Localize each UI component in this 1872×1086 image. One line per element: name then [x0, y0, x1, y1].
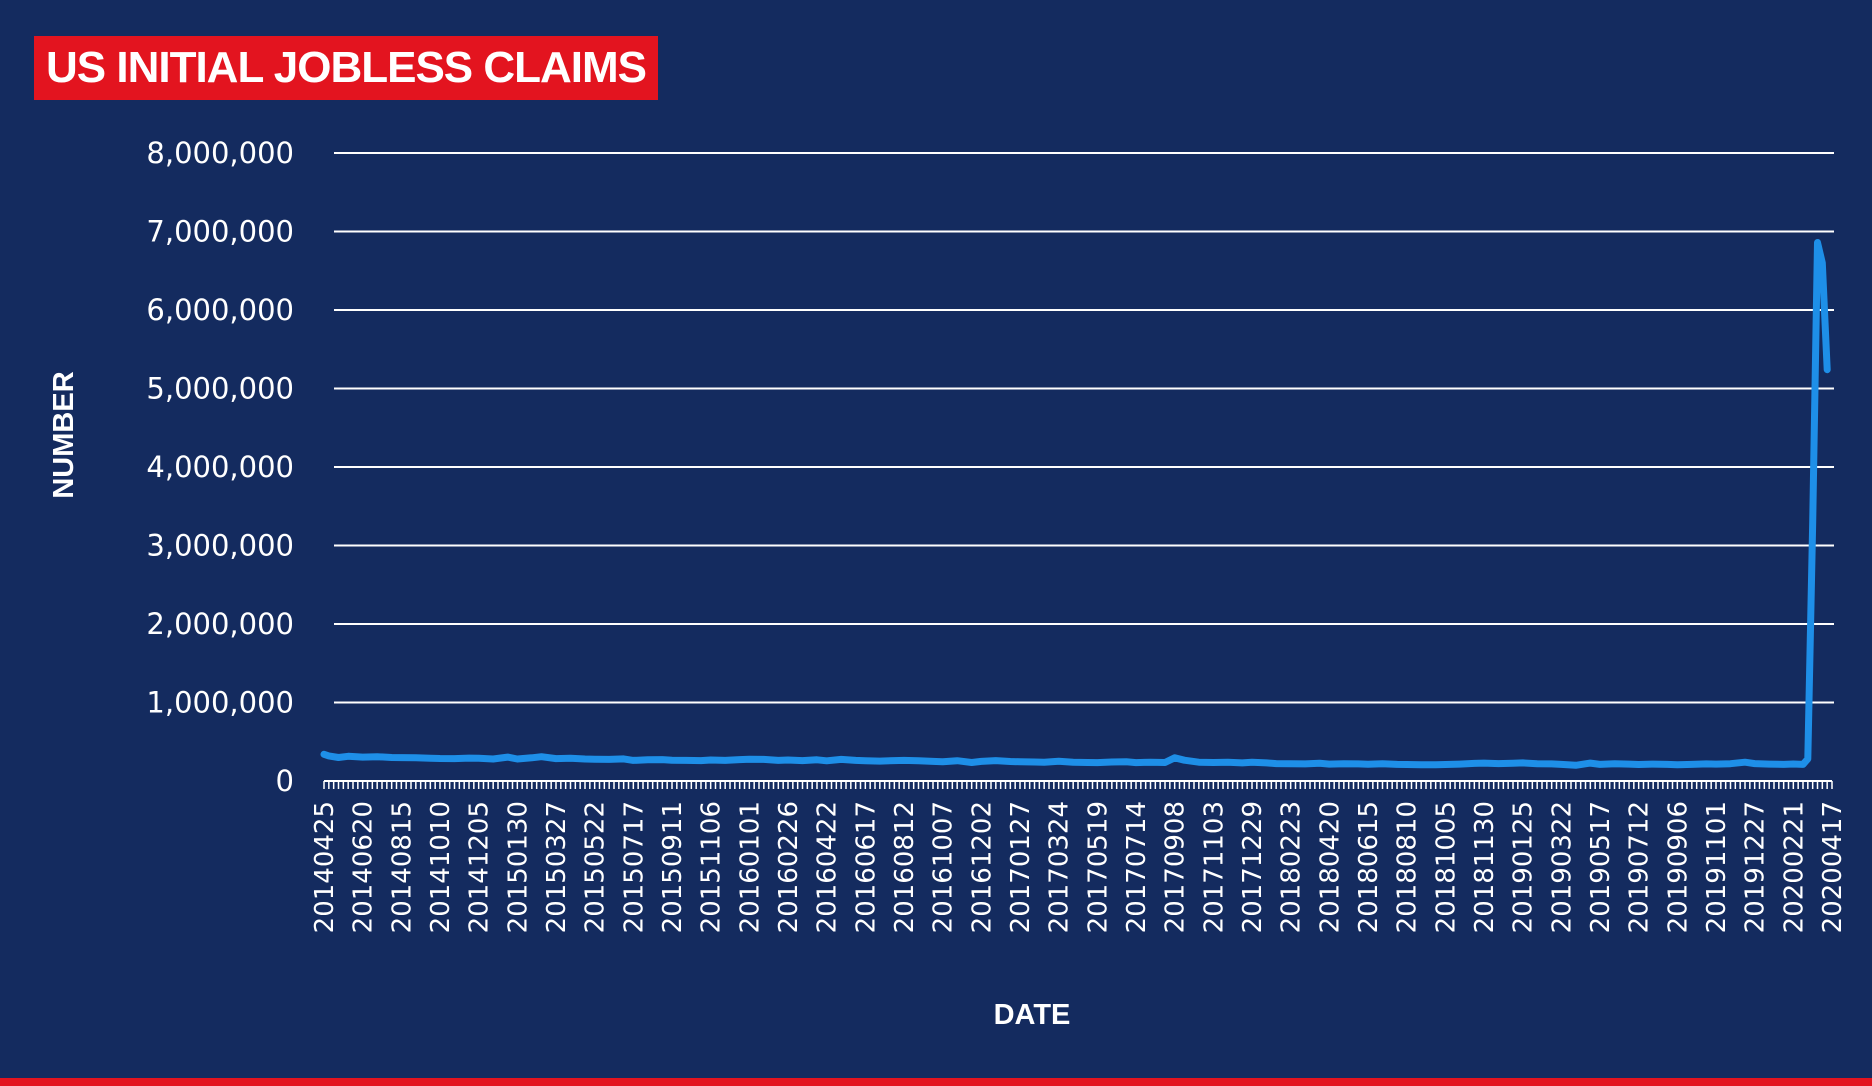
- x-tick-label: 20171103: [1199, 801, 1229, 933]
- x-tick-label: 20170127: [1006, 801, 1036, 933]
- y-tick-label: 3,000,000: [146, 529, 294, 563]
- x-tick-label: 20190712: [1625, 801, 1655, 933]
- bottom-accent-bar: [0, 1078, 1872, 1086]
- x-tick-label: 20150717: [619, 801, 649, 933]
- y-tick-label: 8,000,000: [146, 136, 294, 170]
- x-tick-label: 20190906: [1663, 801, 1693, 933]
- x-tick-label: 20170714: [1122, 801, 1152, 933]
- x-tick-label: 20161202: [967, 801, 997, 933]
- x-axis-tick-labels: 20140425 20140620 20140815 20141010 20141205…: [310, 801, 1848, 933]
- y-tick-label: 7,000,000: [146, 215, 294, 249]
- x-tick-label: 20170324: [1045, 801, 1075, 933]
- x-tick-label: 20181005: [1431, 801, 1461, 933]
- gridlines: [334, 152, 1834, 704]
- x-tick-label: 20150911: [658, 801, 688, 933]
- chart-title: US INITIAL JOBLESS CLAIMS: [46, 43, 647, 92]
- x-tick-label: 20191227: [1741, 801, 1771, 933]
- y-tick-label: 4,000,000: [146, 450, 294, 484]
- x-tick-label: 20150130: [503, 801, 533, 933]
- x-tick-label: 20190517: [1586, 801, 1616, 933]
- y-axis-tick-labels: 0 1,000,000 2,000,000 3,000,000 4,000,000 5,0…: [146, 136, 294, 798]
- x-tick-label: 20160617: [851, 801, 881, 933]
- x-tick-label: 20180223: [1277, 801, 1307, 933]
- x-tick-label: 20171229: [1238, 801, 1268, 933]
- x-tick-label: 20160226: [774, 801, 804, 933]
- x-tick-label: 20140620: [349, 801, 379, 933]
- y-tick-label: 2,000,000: [146, 607, 294, 641]
- series-line: [320, 239, 1831, 769]
- y-tick-label: 5,000,000: [146, 372, 294, 406]
- x-tick-label: 20151106: [697, 801, 727, 933]
- y-tick-label: 0: [276, 764, 294, 798]
- x-tick-label: 20160812: [890, 801, 920, 933]
- x-tick-label: 20180810: [1393, 801, 1423, 933]
- x-tick-label: 20181130: [1470, 801, 1500, 933]
- x-tick-label: 20200221: [1779, 801, 1809, 933]
- x-tick-label: 20190125: [1509, 801, 1539, 933]
- x-tick-label: 20141010: [426, 801, 456, 933]
- x-tick-label: 20160422: [813, 801, 843, 933]
- x-axis-title: DATE: [994, 999, 1071, 1031]
- x-tick-label: 20150327: [542, 801, 572, 933]
- x-tick-label: 20160101: [735, 801, 765, 933]
- x-tick-label: 20180615: [1354, 801, 1384, 933]
- y-axis-title: NUMBER: [48, 371, 80, 498]
- y-tick-label: 6,000,000: [146, 293, 294, 327]
- x-tick-label: 20190322: [1547, 801, 1577, 933]
- chart-title-badge: US INITIAL JOBLESS CLAIMS: [34, 36, 659, 100]
- x-tick-label: 20150522: [581, 801, 611, 933]
- series-layer: [320, 239, 1831, 769]
- x-tick-label: 20140425: [310, 801, 340, 933]
- x-tick-label: 20140815: [387, 801, 417, 933]
- x-tick-label: 20170519: [1083, 801, 1113, 933]
- x-tick-label: 20161007: [929, 801, 959, 933]
- x-tick-label: 20191101: [1702, 801, 1732, 933]
- x-tick-label: 20200417: [1818, 801, 1848, 933]
- x-tick-label: 20180420: [1315, 801, 1345, 933]
- y-tick-label: 1,000,000: [146, 686, 294, 720]
- x-axis: [323, 780, 1833, 789]
- x-tick-label: 20141205: [465, 801, 495, 933]
- x-tick-label: 20170908: [1161, 801, 1191, 933]
